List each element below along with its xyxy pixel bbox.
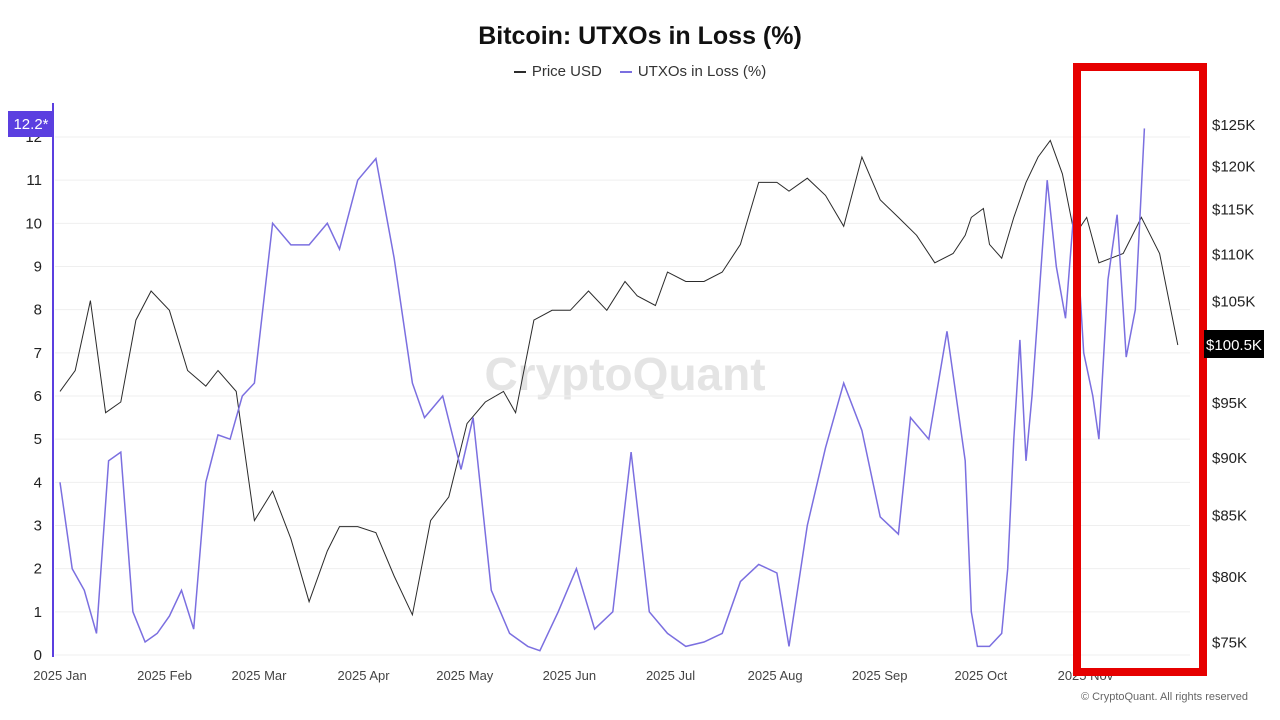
x-tick-label: 2025 Jun	[543, 668, 597, 683]
legend-label-utxo: UTXOs in Loss (%)	[637, 63, 767, 80]
left-tick-label: 8	[34, 302, 42, 319]
left-tick-label: 7	[34, 345, 42, 362]
utxo-series-line[interactable]	[59, 128, 1146, 652]
copyright-text: © CryptoQuant. All rights reserved	[1080, 691, 1248, 703]
right-tick-label: $95K	[1212, 395, 1247, 412]
right-tick-label: $120K	[1212, 158, 1255, 175]
x-tick-label: 2025 Aug	[748, 668, 803, 683]
price-series-line[interactable]	[59, 139, 1179, 617]
right-tick-label: $80K	[1212, 569, 1247, 586]
left-tick-label: 0	[34, 647, 42, 664]
legend-swatch-utxo	[619, 70, 632, 73]
x-tick-label: 2025 Apr	[338, 668, 391, 683]
left-tick-label: 4	[34, 474, 42, 491]
right-current-badge: $100.5K	[1204, 330, 1264, 358]
x-tick-label: 2025 Jul	[646, 668, 695, 683]
left-tick-label: 10	[25, 215, 42, 232]
left-current-value: 12.2*	[13, 116, 48, 133]
legend-swatch-price	[513, 70, 526, 73]
x-axis: 2025 Jan 2025 Feb 2025 Mar 2025 Apr 2025 May…	[33, 668, 1114, 683]
left-tick-label: 6	[34, 388, 42, 405]
left-tick-label: 11	[26, 172, 42, 189]
grid-lines	[55, 136, 1190, 656]
left-tick-label: 2	[34, 561, 42, 578]
x-tick-label: 2025 Jan	[33, 668, 87, 683]
right-axis: $75K $80K $85K $90K $95K $105K $110K $115K $120K…	[1212, 117, 1255, 651]
chart-title: Bitcoin: UTXOs in Loss (%)	[478, 22, 802, 50]
right-tick-label: $85K	[1212, 508, 1247, 525]
x-tick-label: 2025 May	[436, 668, 494, 683]
x-tick-label: 2025 Mar	[232, 668, 288, 683]
right-tick-label: $115K	[1212, 202, 1254, 219]
x-tick-label: 2025 Sep	[852, 668, 908, 683]
left-tick-label: 1	[34, 604, 42, 621]
right-current-value: $100.5K	[1206, 337, 1262, 354]
left-current-badge: 12.2*	[8, 111, 54, 137]
left-tick-label: 9	[34, 259, 42, 276]
chart-legend: Price USD UTXOs in Loss (%)	[0, 63, 1280, 80]
highlight-box	[1073, 63, 1207, 676]
legend-label-price: Price USD	[531, 63, 602, 80]
watermark: CryptoQuant	[484, 348, 765, 400]
x-tick-label: 2025 Feb	[137, 668, 192, 683]
left-tick-label: 5	[34, 431, 42, 448]
legend-item-utxo[interactable]: UTXOs in Loss (%)	[619, 63, 767, 80]
right-tick-label: $90K	[1212, 450, 1247, 467]
left-tick-label: 3	[34, 518, 42, 535]
right-tick-label: $125K	[1212, 117, 1255, 134]
right-tick-label: $105K	[1212, 294, 1255, 311]
legend-item-price[interactable]: Price USD	[513, 63, 602, 80]
right-tick-label: $75K	[1212, 634, 1247, 651]
right-tick-label: $110K	[1212, 247, 1254, 264]
x-tick-label: 2025 Oct	[954, 668, 1007, 683]
